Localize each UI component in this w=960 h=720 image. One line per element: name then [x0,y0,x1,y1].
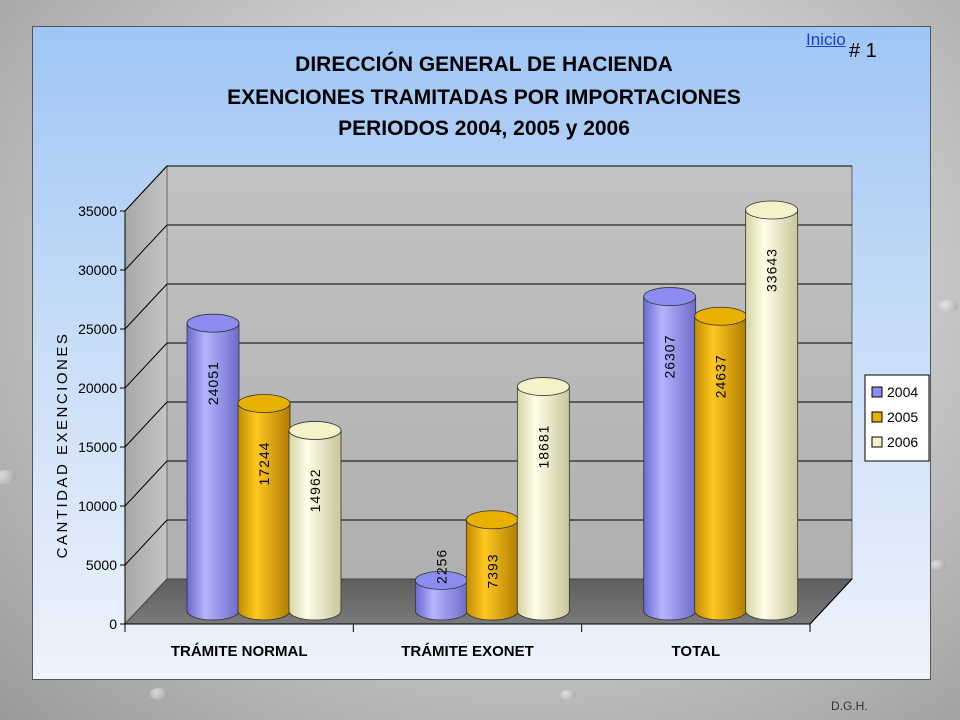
legend-label: 2006 [887,434,918,450]
chart-area: DIRECCIÓN GENERAL DE HACIENDA EXENCIONES … [32,26,931,680]
y-tick-label: 15000 [78,439,117,455]
grid-line [124,283,168,330]
legend-label: 2005 [887,409,918,425]
y-tick-label: 35000 [78,203,117,219]
data-label: 24637 [713,354,729,398]
chart-svg: DIRECCIÓN GENERAL DE HACIENDA EXENCIONES … [54,52,930,660]
grid-line [124,165,168,212]
grid-line [124,224,168,271]
slide-number: # 1 [849,40,877,62]
bar-2005-2: 24637 [694,306,748,621]
chart-title-line: EXENCIONES TRAMITADAS POR IMPORTACIONES [227,86,741,109]
data-label: 7393 [484,553,500,588]
y-tick-label: 0 [109,616,117,632]
y-tick-label: 5000 [86,557,117,573]
decor-dot [930,560,946,570]
data-label: 26307 [662,335,678,379]
bar-2004-1: 2256 [414,549,468,621]
bar-2004-0: 24051 [186,313,240,621]
legend-swatch [871,386,883,398]
data-label: 33643 [764,248,780,292]
y-tick-label: 20000 [78,380,117,396]
bar-2004-2: 26307 [643,287,697,621]
legend: 2004 2005 2006 [864,374,930,462]
data-label: 24051 [205,361,221,405]
y-tick-label: 30000 [78,262,117,278]
data-label: 18681 [535,425,551,469]
decor-dot [0,470,16,484]
legend-swatch [871,411,883,423]
footer-text: D.G.H. [831,699,868,713]
grid-line [124,519,168,566]
bar-2006-0: 14962 [288,421,342,621]
x-category-label: TOTAL [672,643,721,660]
decor-dot [150,688,168,700]
x-category-label: TRÁMITE NORMAL [171,643,308,660]
decor-dot [560,690,576,700]
decor-dot [938,300,958,312]
y-tick-label: 25000 [78,321,117,337]
bar-2006-1: 18681 [516,377,570,621]
y-tick-label: 10000 [78,498,117,514]
legend-swatch [871,436,883,448]
x-axis-categories: TRÁMITE NORMAL TRÁMITE EXONET TOTAL [124,624,811,660]
chart-title: DIRECCIÓN GENERAL DE HACIENDA EXENCIONES … [227,52,741,140]
data-label: 2256 [433,549,449,584]
inicio-link[interactable]: Inicio [806,30,846,49]
data-label: 14962 [307,468,323,512]
y-axis-ticks: 0 5000 10000 15000 20000 25000 30000 35000 [78,203,853,632]
grid-line [124,342,168,389]
chart-title-line: PERIODOS 2004, 2005 y 2006 [338,117,630,140]
grid-line [124,401,168,448]
y-axis-label: CANTIDAD EXENCIONES [54,332,71,559]
bar-series: 24051 17244 14962 2256 7393 18681 26307 24637 33… [186,200,799,621]
x-category-label: TRÁMITE EXONET [401,643,534,660]
bar-2005-1: 7393 [465,510,519,621]
bar-2006-2: 33643 [745,200,799,621]
legend-label: 2004 [887,384,918,400]
grid-line [124,460,168,507]
chart-title-line: DIRECCIÓN GENERAL DE HACIENDA [295,52,673,76]
data-label: 17244 [256,442,272,486]
bar-2005-0: 17244 [237,394,291,621]
